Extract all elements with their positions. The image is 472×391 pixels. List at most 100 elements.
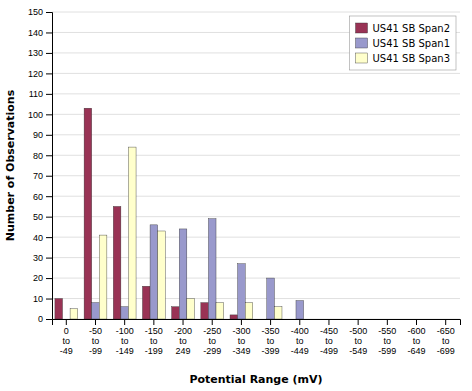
bar [376, 319, 384, 320]
x-tick-label-line: to [179, 336, 187, 346]
y-tick-mark [46, 135, 52, 136]
bar-series [70, 147, 282, 319]
bar [434, 319, 442, 320]
y-tick-mark [46, 319, 52, 320]
x-tick-mark [212, 319, 213, 325]
x-tick-label-line: to [150, 336, 158, 346]
y-tick-label: 10 [33, 294, 43, 304]
y-tick-label: 70 [33, 171, 43, 181]
grid-line [52, 73, 460, 74]
bar [325, 319, 333, 320]
bar [333, 319, 341, 320]
x-tick: 0to-49 [60, 319, 73, 356]
x-tick-label-line: -349 [232, 346, 250, 356]
x-tick: -650to-699 [437, 319, 455, 356]
x-tick-label: -550to-599 [378, 326, 396, 356]
x-axis-title: Potential Range (mV) [189, 373, 322, 386]
x-tick-label-line: -199 [145, 346, 163, 356]
x-tick-label-line: -599 [378, 346, 396, 356]
x-tick-label-line: -299 [203, 346, 221, 356]
legend-item: US41 SB Span2 [356, 23, 450, 34]
grid-line [52, 175, 460, 176]
x-tick-mark [387, 319, 388, 325]
x-tick-label-line: to [208, 336, 216, 346]
y-tick-label: 150 [28, 7, 43, 17]
x-tick: -150to-199 [145, 319, 163, 356]
legend-frame [350, 16, 456, 70]
grid-line [52, 12, 460, 13]
y-tick: 150 [28, 7, 52, 17]
legend-swatch [356, 38, 368, 48]
x-tick-label-line: -200 [174, 326, 192, 336]
x-tick-label-line: -600 [408, 326, 426, 336]
x-tick-mark [299, 319, 300, 325]
bar [296, 301, 304, 319]
chart: 01020304050607080901001101201301401500to… [0, 0, 472, 391]
bar [347, 319, 355, 320]
x-tick-label-line: -549 [349, 346, 367, 356]
bar [391, 319, 399, 320]
bar [70, 309, 78, 319]
bar [230, 315, 238, 319]
bar [238, 264, 246, 319]
x-tick-mark [124, 319, 125, 325]
bar [318, 319, 326, 320]
x-tick-label-line: to [296, 336, 304, 346]
x-tick: -350to-399 [262, 319, 280, 356]
legend-label: US41 SB Span2 [373, 23, 450, 34]
x-tick-label-line: -449 [291, 346, 309, 356]
x-tick-mark [241, 319, 242, 325]
y-tick-mark [46, 196, 52, 197]
y-tick-label: 90 [33, 130, 43, 140]
y-tick: 30 [33, 253, 52, 263]
y-tick-mark [46, 258, 52, 259]
y-tick: 90 [33, 130, 52, 140]
x-tick-label-line: -99 [89, 346, 102, 356]
y-axis-title: Number of Observations [4, 89, 17, 241]
x-tick-label-line: -650 [437, 326, 455, 336]
x-tick: -100to-149 [116, 319, 134, 356]
x-tick: -200to249 [174, 319, 192, 356]
x-tick-label: -200to249 [174, 326, 192, 356]
bar [245, 303, 253, 319]
bar-series [55, 108, 238, 319]
x-tick-label-line: -150 [145, 326, 163, 336]
bar [128, 147, 136, 319]
y-tick: 80 [33, 151, 52, 161]
x-tick-label: -50to-99 [89, 326, 102, 356]
x-tick-label-line: -699 [437, 346, 455, 356]
bar [384, 319, 392, 320]
x-tick-label: 0to-49 [60, 326, 73, 356]
x-tick-mark [328, 319, 329, 325]
grid-line [52, 155, 460, 156]
x-tick-label: -150to-199 [145, 326, 163, 356]
x-tick: -50to-99 [89, 319, 102, 356]
x-tick-label: -600to-649 [408, 326, 426, 356]
x-tick-label-line: -49 [60, 346, 73, 356]
y-tick-label: 80 [33, 151, 43, 161]
bar [442, 319, 450, 320]
bar [121, 307, 129, 319]
y-tick-mark [46, 94, 52, 95]
y-tick-label: 60 [33, 192, 43, 202]
x-tick-label: -100to-149 [116, 326, 134, 356]
bars [55, 108, 304, 319]
y-tick-label: 130 [28, 48, 43, 58]
x-tick-label-line: -649 [408, 346, 426, 356]
y-tick-mark [46, 299, 52, 300]
bar [84, 108, 92, 319]
bar [267, 278, 275, 319]
x-tick-label: -450to-499 [320, 326, 338, 356]
y-tick-label: 120 [28, 69, 43, 79]
y-tick: 60 [33, 192, 52, 202]
bar [55, 299, 63, 319]
x-tick-label: -650to-699 [437, 326, 455, 356]
y-tick-mark [46, 73, 52, 74]
x-tick-label-line: to [267, 336, 275, 346]
x-tick-mark [153, 319, 154, 325]
x-tick-label-line: -500 [349, 326, 367, 336]
bar [288, 319, 296, 320]
x-tick-label-line: to [413, 336, 421, 346]
x-tick: -550to-599 [378, 319, 396, 356]
x-tick-label-line: 0 [64, 326, 69, 336]
